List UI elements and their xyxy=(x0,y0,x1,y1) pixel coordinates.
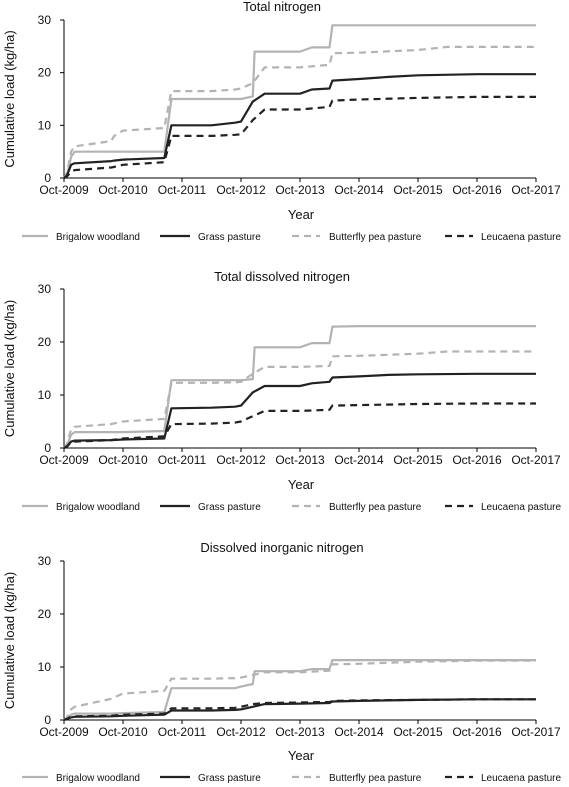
x-tick-label: Oct-2011 xyxy=(158,183,207,197)
series-line-brigalow-woodland xyxy=(63,325,536,449)
chart-legend: Brigalow woodland Grass pasture Butterfly … xyxy=(22,773,562,784)
y-tick-label: 10 xyxy=(38,660,52,674)
y-tick-label: 20 xyxy=(38,66,52,80)
x-tick-label: Oct-2012 xyxy=(216,725,266,739)
y-axis-label: Cumulative load (kg/ha) xyxy=(2,30,17,167)
legend-label: Butterfly pea pasture xyxy=(329,502,422,513)
series-line-brigalow-woodland xyxy=(63,658,536,721)
x-tick-label: Oct-2009 xyxy=(39,183,89,197)
x-tick-label: Oct-2015 xyxy=(393,183,443,197)
legend-label: Brigalow woodland xyxy=(56,232,140,243)
x-tick-label: Oct-2016 xyxy=(452,453,502,467)
x-tick-label: Oct-2017 xyxy=(511,725,561,739)
x-tick-label: Oct-2010 xyxy=(98,183,148,197)
x-tick-label: Oct-2016 xyxy=(452,725,502,739)
y-tick-label: 20 xyxy=(38,607,52,621)
x-tick-label: Oct-2014 xyxy=(334,725,384,739)
y-tick-label: 30 xyxy=(38,554,52,568)
legend-label: Leucaena pasture xyxy=(481,502,562,513)
series-line-leucaena-pasture xyxy=(63,698,536,722)
legend-label: Leucaena pasture xyxy=(481,773,562,784)
y-tick-label: 0 xyxy=(44,171,51,185)
x-tick-label: Oct-2012 xyxy=(216,183,266,197)
series-line-leucaena-pasture xyxy=(63,95,536,179)
chart-title: Total dissolved nitrogen xyxy=(214,269,350,284)
y-axis-label: Cumulative load (kg/ha) xyxy=(2,300,17,437)
chart-title: Total nitrogen xyxy=(243,0,321,14)
y-tick-label: 0 xyxy=(44,713,51,727)
series-line-grass-pasture xyxy=(63,73,536,179)
legend-label: Brigalow woodland xyxy=(56,773,140,784)
chart-legend: Brigalow woodland Grass pasture Butterfly … xyxy=(22,232,562,243)
series-line-leucaena-pasture xyxy=(63,402,536,449)
chart-legend: Brigalow woodland Grass pasture Butterfly … xyxy=(22,502,562,513)
x-axis-label: Year xyxy=(288,477,315,492)
y-axis-label: Cumulative load (kg/ha) xyxy=(2,572,17,709)
x-tick-label: Oct-2013 xyxy=(275,453,325,467)
x-tick-label: Oct-2014 xyxy=(334,183,384,197)
legend-label: Leucaena pasture xyxy=(481,232,562,243)
x-tick-label: Oct-2010 xyxy=(98,453,148,467)
x-tick-label: Oct-2010 xyxy=(98,725,148,739)
y-tick-label: 30 xyxy=(38,13,52,27)
legend-label: Brigalow woodland xyxy=(56,502,140,513)
x-axis-label: Year xyxy=(288,207,315,222)
x-tick-label: Oct-2011 xyxy=(158,453,207,467)
x-tick-label: Oct-2009 xyxy=(39,725,89,739)
series-line-butterfly-pea-pasture xyxy=(63,45,536,179)
x-tick-label: Oct-2012 xyxy=(216,453,266,467)
series-line-brigalow-woodland xyxy=(63,24,536,179)
y-tick-label: 30 xyxy=(38,282,52,296)
chart-panel-1: Total nitrogen Cumulative load (kg/ha) 0 10… xyxy=(2,0,562,243)
x-tick-label: Oct-2011 xyxy=(158,725,207,739)
x-tick-label: Oct-2013 xyxy=(275,183,325,197)
legend-label: Grass pasture xyxy=(198,232,261,243)
x-tick-label: Oct-2015 xyxy=(393,725,443,739)
x-tick-label: Oct-2013 xyxy=(275,725,325,739)
x-axis-label: Year xyxy=(288,748,315,763)
y-tick-label: 10 xyxy=(38,118,52,132)
series-line-butterfly-pea-pasture xyxy=(63,350,536,449)
x-tick-label: Oct-2016 xyxy=(452,183,502,197)
legend-label: Butterfly pea pasture xyxy=(329,232,422,243)
y-tick-label: 20 xyxy=(38,335,52,349)
x-tick-label: Oct-2017 xyxy=(511,453,561,467)
x-tick-label: Oct-2014 xyxy=(334,453,384,467)
x-tick-label: Oct-2009 xyxy=(39,453,89,467)
legend-label: Butterfly pea pasture xyxy=(329,773,422,784)
chart-panel-2: Total dissolved nitrogen Cumulative load … xyxy=(2,269,562,513)
y-tick-label: 0 xyxy=(44,441,51,455)
y-tick-label: 10 xyxy=(38,388,52,402)
chart-title: Dissolved inorganic nitrogen xyxy=(200,540,363,555)
x-tick-label: Oct-2017 xyxy=(511,183,561,197)
chart-panel-3: Dissolved inorganic nitrogen Cumulative l… xyxy=(2,540,562,784)
x-tick-label: Oct-2015 xyxy=(393,453,443,467)
legend-label: Grass pasture xyxy=(198,502,261,513)
series-line-grass-pasture xyxy=(63,698,536,722)
series-line-butterfly-pea-pasture xyxy=(63,659,536,721)
legend-label: Grass pasture xyxy=(198,773,261,784)
